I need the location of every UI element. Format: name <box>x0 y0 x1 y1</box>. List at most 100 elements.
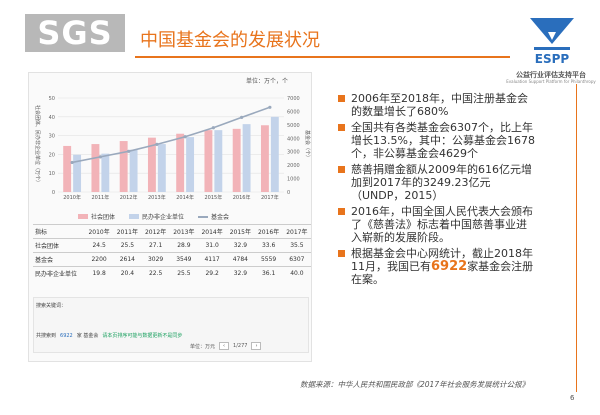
x-tick: 2014年 <box>176 194 194 201</box>
right-divider <box>576 84 577 392</box>
bullet-list: 2006年至2018年，中国注册基金会的数量增长了680% 全国共有各类基金会6… <box>338 92 536 289</box>
header-divider <box>135 56 510 58</box>
table-cell: 基金会 <box>33 252 85 267</box>
x-tick: 2017年 <box>261 194 279 201</box>
espp-caption: 公益行业评估支持平台 <box>516 71 586 79</box>
result-prefix: 共搜索到 <box>36 333 57 339</box>
bar-social <box>147 137 156 192</box>
bar-social <box>260 125 269 192</box>
table-header-cell: 2012年 <box>141 224 170 239</box>
bullet-text: 根据基金会中心网统计，截止2018年11月，我国已有 <box>351 247 533 273</box>
table-cell: 3029 <box>141 252 170 267</box>
point-foundation <box>127 149 131 153</box>
result-mid: 家 基金会 <box>76 333 99 339</box>
y-tick-right: 1000 <box>287 177 300 183</box>
table-cell: 民办非企业单位 <box>33 266 85 280</box>
y-tick-left: 50 <box>49 96 55 102</box>
point-foundation <box>155 142 159 146</box>
espp-logo-bar <box>534 47 570 50</box>
table-header-cell: 2014年 <box>198 224 227 239</box>
pager-next-button[interactable]: › <box>251 342 262 350</box>
bar-nonprofit <box>270 116 279 192</box>
bullet-text: 家基金会注册在案。 <box>351 260 534 286</box>
chart-unit: 单位：万个，个 <box>246 78 289 85</box>
table-cell: 2614 <box>113 252 142 267</box>
table-header-cell: 2016年 <box>254 224 283 239</box>
table-cell: 22.5 <box>141 266 170 280</box>
bar-nonprofit <box>242 124 251 192</box>
bullet-marker-icon <box>338 250 345 257</box>
espp-logo-triangle <box>530 18 574 44</box>
espp-logo-notch <box>548 32 556 40</box>
bullet-text: 慈善捐赠金额从2009年的616亿元增加到2017年的3249.23亿元（UND… <box>351 163 532 202</box>
table-cell: 5559 <box>254 252 283 267</box>
y-axis-title-left: 社会团体、民办非企业单位（万个） <box>34 105 41 185</box>
point-foundation <box>211 126 215 130</box>
legend-swatch <box>198 215 209 218</box>
y-tick-left: 30 <box>49 134 55 140</box>
table-header-cell: 2015年 <box>226 224 255 239</box>
table-header-cell: 2017年 <box>282 224 311 239</box>
table-cell: 24.5 <box>85 238 114 253</box>
y-tick-left: 10 <box>49 171 55 177</box>
bullet-item: 2006年至2018年，中国注册基金会的数量增长了680% <box>338 92 536 118</box>
bar-nonprofit <box>214 130 223 192</box>
table-header-row: 指标 2010年 2011年 2012年 2013年 2014年 2015年 2… <box>33 224 311 239</box>
y-tick-right: 4000 <box>287 136 300 142</box>
y-tick-left: 40 <box>49 115 55 121</box>
y-tick-left: 0 <box>52 190 55 196</box>
pager-prev-button[interactable]: ‹ <box>219 342 230 350</box>
table-cell: 28.9 <box>169 238 198 253</box>
espp-logo-icon: ESPP <box>530 18 574 66</box>
table-cell: 35.5 <box>282 238 311 253</box>
x-tick: 2012年 <box>120 194 138 201</box>
bullet-item: 全国共有各类基金会6307个，比上年增长13.5%，其中：公募基金会1678个，… <box>338 121 536 160</box>
table-cell: 20.4 <box>113 266 142 280</box>
x-tick: 2013年 <box>148 194 166 201</box>
table-cell: 25.5 <box>169 266 198 280</box>
data-source-note: 数据来源：中华人民共和国民政部《2017年社会服务发展统计公报》 <box>300 380 530 389</box>
point-foundation <box>268 105 272 109</box>
table-cell: 32.9 <box>226 266 255 280</box>
table-cell: 36.1 <box>254 266 283 280</box>
table-cell: 32.9 <box>226 238 255 253</box>
y-tick-right: 2000 <box>287 163 300 169</box>
x-tick: 2015年 <box>205 194 223 201</box>
table-cell: 社会团体 <box>33 238 85 253</box>
bullet-text: 全国共有各类基金会6307个，比上年增长13.5%，其中：公募基金会1678个，… <box>351 121 535 160</box>
point-foundation <box>183 135 187 139</box>
result-count: 6922 <box>60 332 73 339</box>
x-tick: 2010年 <box>63 194 81 201</box>
x-tick: 2011年 <box>92 194 110 201</box>
line-foundation <box>71 106 271 164</box>
legend-label: 基金会 <box>211 214 230 221</box>
y-tick-right: 3000 <box>287 150 300 156</box>
table-cell: 4117 <box>198 252 227 267</box>
table-cell: 3549 <box>169 252 198 267</box>
table-row: 民办非企业单位 19.8 20.4 22.5 25.5 29.2 32.9 36… <box>33 266 311 280</box>
legend-swatch <box>78 214 88 219</box>
page-number: 6 <box>570 394 575 402</box>
result-note: 请本页排序可能与数据更新不是同步 <box>102 333 183 339</box>
x-tick: 2016年 <box>233 194 251 201</box>
point-foundation <box>240 115 244 119</box>
legend-swatch <box>129 214 140 219</box>
y-tick-left: 20 <box>49 152 55 158</box>
table-header-cell: 指标 <box>33 224 85 239</box>
table-header-cell: 2011年 <box>113 224 142 239</box>
point-foundation <box>70 160 74 165</box>
bar-social <box>63 145 72 192</box>
legend-label: 民办非企业单位 <box>142 214 185 221</box>
pager-page-indicator: 1/277 <box>233 343 248 349</box>
table-cell: 4784 <box>226 252 255 267</box>
bar-social <box>232 128 241 192</box>
legend-label: 社会团体 <box>91 214 116 221</box>
bar-social <box>176 133 185 192</box>
bullet-marker-icon <box>338 208 345 215</box>
statistics-table: 指标 2010年 2011年 2012年 2013年 2014年 2015年 2… <box>33 224 311 280</box>
table-cell: 33.6 <box>254 238 283 253</box>
bullet-item: 根据基金会中心网统计，截止2018年11月，我国已有6922家基金会注册在案。 <box>338 247 536 286</box>
pager: 单位：万元 ‹ 1/277 › <box>190 342 262 350</box>
y-tick-right: 6000 <box>287 109 300 115</box>
